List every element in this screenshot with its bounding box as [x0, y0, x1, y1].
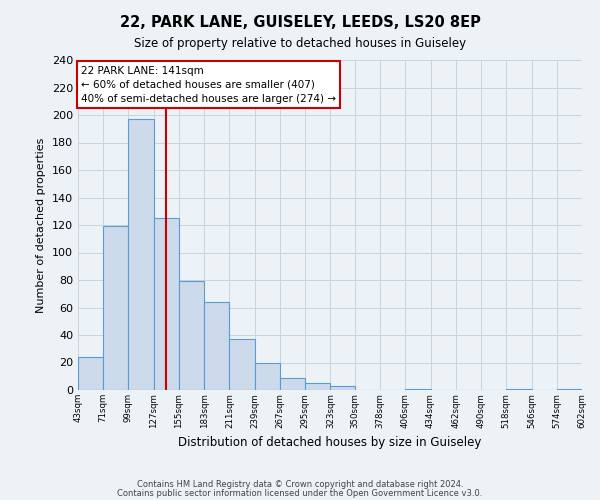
Bar [204, 302, 229, 390]
Text: Contains public sector information licensed under the Open Government Licence v3: Contains public sector information licen… [118, 488, 482, 498]
Bar [331, 386, 355, 390]
X-axis label: Distribution of detached houses by size in Guiseley: Distribution of detached houses by size … [178, 436, 482, 449]
Bar [557, 388, 582, 390]
Bar [305, 383, 331, 390]
Bar [280, 378, 305, 390]
Bar [103, 226, 128, 390]
Bar [179, 282, 204, 390]
Bar [229, 339, 255, 390]
Text: 22 PARK LANE: 141sqm
← 60% of detached houses are smaller (407)
40% of semi-deta: 22 PARK LANE: 141sqm ← 60% of detached h… [81, 66, 336, 104]
Bar [154, 218, 179, 390]
Bar [506, 388, 532, 390]
Bar [255, 362, 280, 390]
Text: 22, PARK LANE, GUISELEY, LEEDS, LS20 8EP: 22, PARK LANE, GUISELEY, LEEDS, LS20 8EP [119, 15, 481, 30]
Text: Contains HM Land Registry data © Crown copyright and database right 2024.: Contains HM Land Registry data © Crown c… [137, 480, 463, 489]
Bar [405, 388, 431, 390]
Bar [128, 119, 154, 390]
Y-axis label: Number of detached properties: Number of detached properties [37, 138, 46, 312]
Text: Size of property relative to detached houses in Guiseley: Size of property relative to detached ho… [134, 38, 466, 51]
Bar [78, 357, 103, 390]
